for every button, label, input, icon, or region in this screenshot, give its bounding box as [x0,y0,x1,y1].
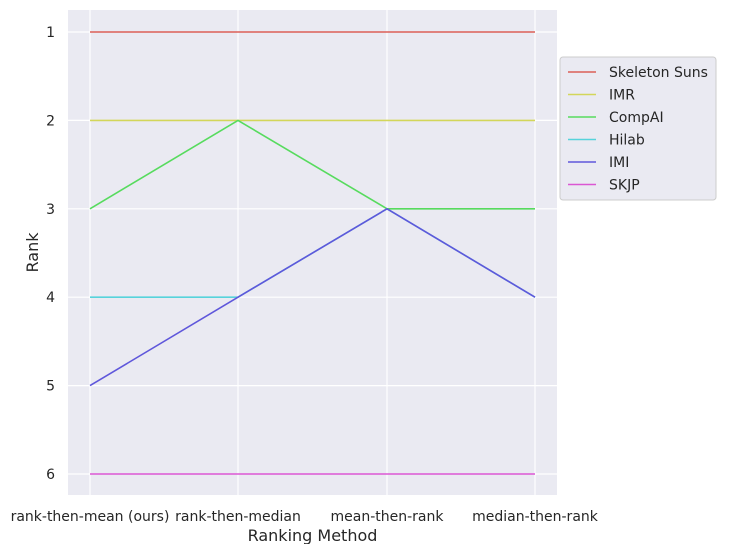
y-tick-label: 6 [46,467,55,483]
legend-label-hilab: Hilab [609,133,645,149]
y-tick-label: 5 [46,379,55,395]
legend-label-imr: IMR [609,88,635,104]
y-tick-label: 3 [46,202,55,218]
x-tick-label: mean-then-rank [331,509,445,525]
legend-label-skeleton-suns: Skeleton Suns [609,65,708,81]
x-axis-label: Ranking Method [248,526,378,544]
legend-label-imi: IMI [609,155,629,171]
legend: Skeleton Suns IMR CompAI Hilab IMI SKJP [559,56,717,201]
series-lines [89,31,536,475]
legend-label-compai: CompAI [609,110,664,126]
series-line-compai [89,119,535,210]
x-tick-label: rank-then-median [175,509,301,525]
y-tick-labels: 1 2 3 4 5 6 [46,25,55,483]
series-line-imi [89,208,536,387]
y-tick-label: 4 [46,290,55,306]
y-axis-label: Rank [23,232,42,273]
y-tick-label: 2 [46,113,55,129]
legend-box [559,56,717,201]
y-tick-label: 1 [46,25,55,41]
x-tick-label: rank-then-mean (ours) [11,509,170,525]
legend-label-skjp: SKJP [609,178,640,194]
x-tick-label: median-then-rank [472,509,599,525]
x-tick-labels: rank-then-mean (ours) rank-then-median mea… [11,509,599,525]
